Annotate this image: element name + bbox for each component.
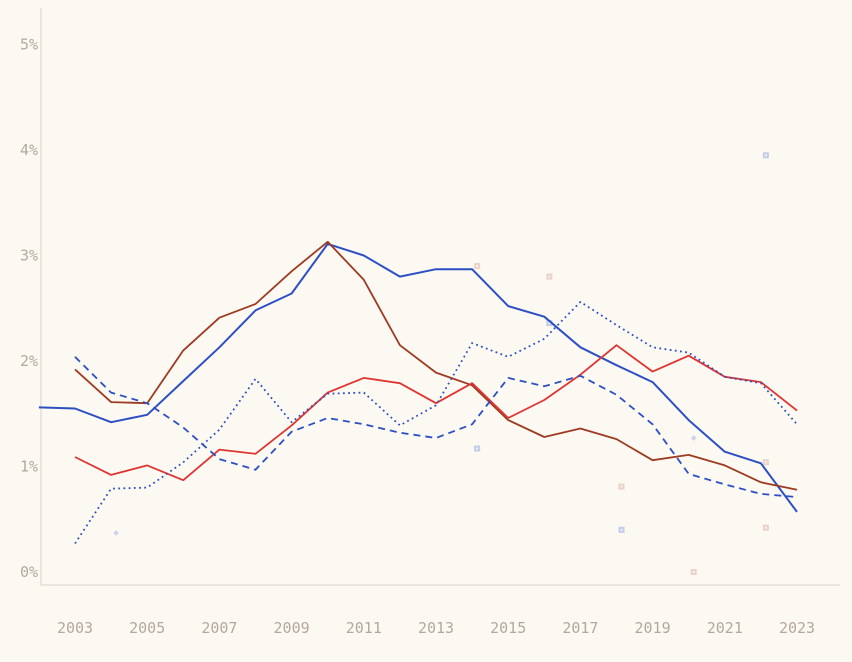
series-line-blue-dotted (74, 300, 798, 544)
x-tick-label-2023: 2023 (779, 619, 815, 637)
y-tick-label-2: 2% (20, 352, 38, 370)
x-tick-label-2021: 2021 (707, 619, 743, 637)
y-tick-label-3: 3% (20, 247, 38, 265)
marker-center-dot (620, 528, 623, 531)
x-tick-label-2011: 2011 (346, 619, 382, 637)
x-tick-label-2019: 2019 (635, 619, 671, 637)
x-tick-label-2015: 2015 (490, 619, 526, 637)
marker-center-dot (764, 154, 767, 157)
marker-lavender-star (113, 530, 119, 536)
y-tick-label-1: 1% (20, 458, 38, 476)
x-tick-label-2017: 2017 (562, 619, 598, 637)
series-line-red-solid (74, 344, 798, 482)
marker-center-dot (764, 461, 767, 464)
x-tick-label-2003: 2003 (57, 619, 93, 637)
x-tick-label-2007: 2007 (201, 619, 237, 637)
marker-center-dot (548, 275, 551, 278)
x-tick-label-2013: 2013 (418, 619, 454, 637)
marker-center-dot (476, 265, 479, 268)
marker-center-dot (764, 526, 767, 529)
y-tick-label-0: 0% (20, 563, 38, 581)
series-line-blue-dashed (74, 356, 798, 498)
x-tick-label-2009: 2009 (274, 619, 310, 637)
marker-center-dot (548, 322, 551, 325)
marker-center-dot (692, 571, 695, 573)
x-tick-label-2005: 2005 (129, 619, 165, 637)
marker-center-dot (476, 447, 479, 450)
marker-center-dot (620, 485, 623, 488)
y-tick-label-4: 4% (20, 141, 38, 159)
marker-lavender-star (690, 435, 697, 441)
series-line-dark-red-solid (74, 240, 798, 491)
y-tick-label-5: 5% (20, 36, 38, 54)
series-line-blue-solid (38, 242, 798, 513)
